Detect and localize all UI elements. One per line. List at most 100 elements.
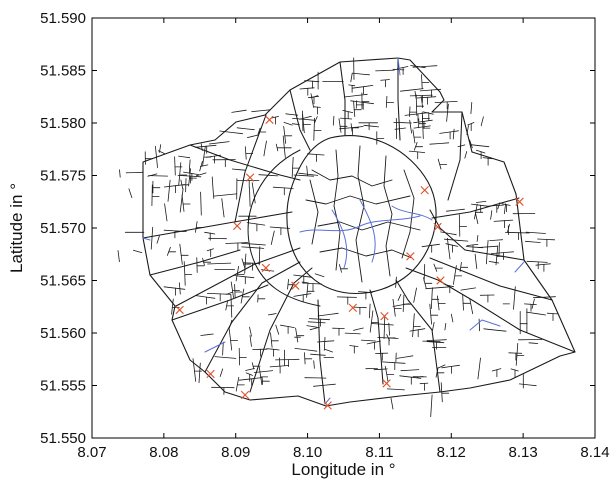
y-tick-label: 51.590: [40, 10, 86, 27]
side-street: [178, 155, 191, 159]
side-street: [317, 340, 335, 343]
side-street: [301, 281, 309, 284]
intersection-marker: [206, 369, 215, 379]
side-street: [287, 279, 289, 290]
side-street: [478, 245, 498, 248]
side-street: [164, 203, 168, 222]
side-street: [363, 124, 379, 128]
side-street: [207, 262, 232, 265]
side-street: [269, 226, 291, 229]
side-street: [309, 318, 330, 321]
side-street: [478, 318, 480, 332]
side-street: [117, 250, 120, 263]
side-street: [507, 223, 510, 233]
side-street: [457, 144, 466, 148]
side-street: [230, 294, 233, 318]
side-street: [249, 187, 251, 207]
side-street: [408, 150, 426, 153]
y-tick-label: 51.585: [40, 63, 86, 80]
side-street: [446, 208, 465, 212]
side-street: [413, 287, 417, 303]
side-street: [180, 179, 184, 190]
intersection-marker: [261, 263, 271, 273]
side-street: [208, 141, 230, 145]
side-street: [174, 156, 176, 176]
side-street: [148, 175, 168, 177]
side-street: [299, 87, 315, 90]
side-street: [353, 100, 356, 117]
side-street: [195, 295, 216, 299]
side-street: [188, 159, 191, 174]
y-tick-label: 51.580: [40, 115, 86, 132]
side-street: [413, 142, 418, 151]
x-tick-label: 8.13: [509, 444, 538, 461]
side-street: [474, 253, 478, 269]
side-street: [458, 214, 461, 237]
side-street: [526, 311, 546, 316]
main-road: [175, 247, 301, 307]
side-street: [336, 296, 357, 298]
inner-street: [333, 149, 341, 271]
side-street: [304, 352, 306, 365]
side-street: [395, 276, 397, 288]
road-network: [117, 57, 576, 418]
side-street: [388, 322, 390, 336]
side-street: [236, 127, 255, 131]
waterway-segment: [331, 209, 348, 269]
side-street: [179, 243, 183, 265]
side-street: [518, 383, 537, 387]
side-street: [393, 122, 412, 124]
side-street: [400, 88, 424, 92]
side-street: [299, 115, 312, 120]
main-road: [429, 257, 553, 301]
side-street: [263, 140, 267, 157]
waterway-segment: [359, 199, 376, 263]
side-street: [309, 326, 320, 331]
x-tick-label: 8.09: [221, 444, 250, 461]
side-street: [323, 336, 326, 351]
side-street: [434, 101, 458, 103]
side-street: [380, 79, 390, 81]
side-street: [392, 68, 405, 71]
side-street: [524, 303, 537, 305]
side-street: [490, 251, 514, 254]
side-street: [477, 357, 481, 380]
side-street: [167, 179, 171, 202]
main-road: [142, 211, 293, 239]
side-street: [490, 210, 493, 220]
main-road: [289, 89, 311, 151]
side-street: [416, 96, 437, 99]
intersection-marker: [348, 303, 358, 312]
side-street: [244, 146, 247, 160]
side-street: [392, 298, 396, 317]
side-street: [313, 383, 336, 387]
side-street: [351, 85, 374, 89]
side-street: [128, 188, 133, 198]
side-street: [383, 316, 386, 340]
side-street: [353, 327, 364, 331]
side-street: [476, 149, 486, 154]
side-street: [221, 198, 225, 218]
side-street: [462, 294, 464, 311]
intersection-marker: [245, 173, 255, 182]
side-street: [360, 339, 376, 342]
side-street: [195, 221, 198, 233]
intersection-marker: [240, 390, 250, 400]
x-tick-label: 8.11: [365, 444, 393, 461]
main-road: [447, 111, 463, 201]
side-street: [211, 176, 215, 199]
side-street: [476, 235, 479, 242]
side-street: [470, 144, 490, 148]
side-street: [234, 275, 255, 279]
side-street: [204, 231, 216, 235]
intersection-marker: [433, 222, 442, 232]
side-street: [231, 168, 246, 171]
main-road: [171, 284, 269, 321]
inner-street: [309, 179, 319, 245]
side-street: [119, 169, 121, 178]
side-street: [258, 246, 261, 266]
side-street: [222, 341, 224, 356]
main-road: [431, 197, 520, 219]
main-road: [249, 267, 313, 393]
